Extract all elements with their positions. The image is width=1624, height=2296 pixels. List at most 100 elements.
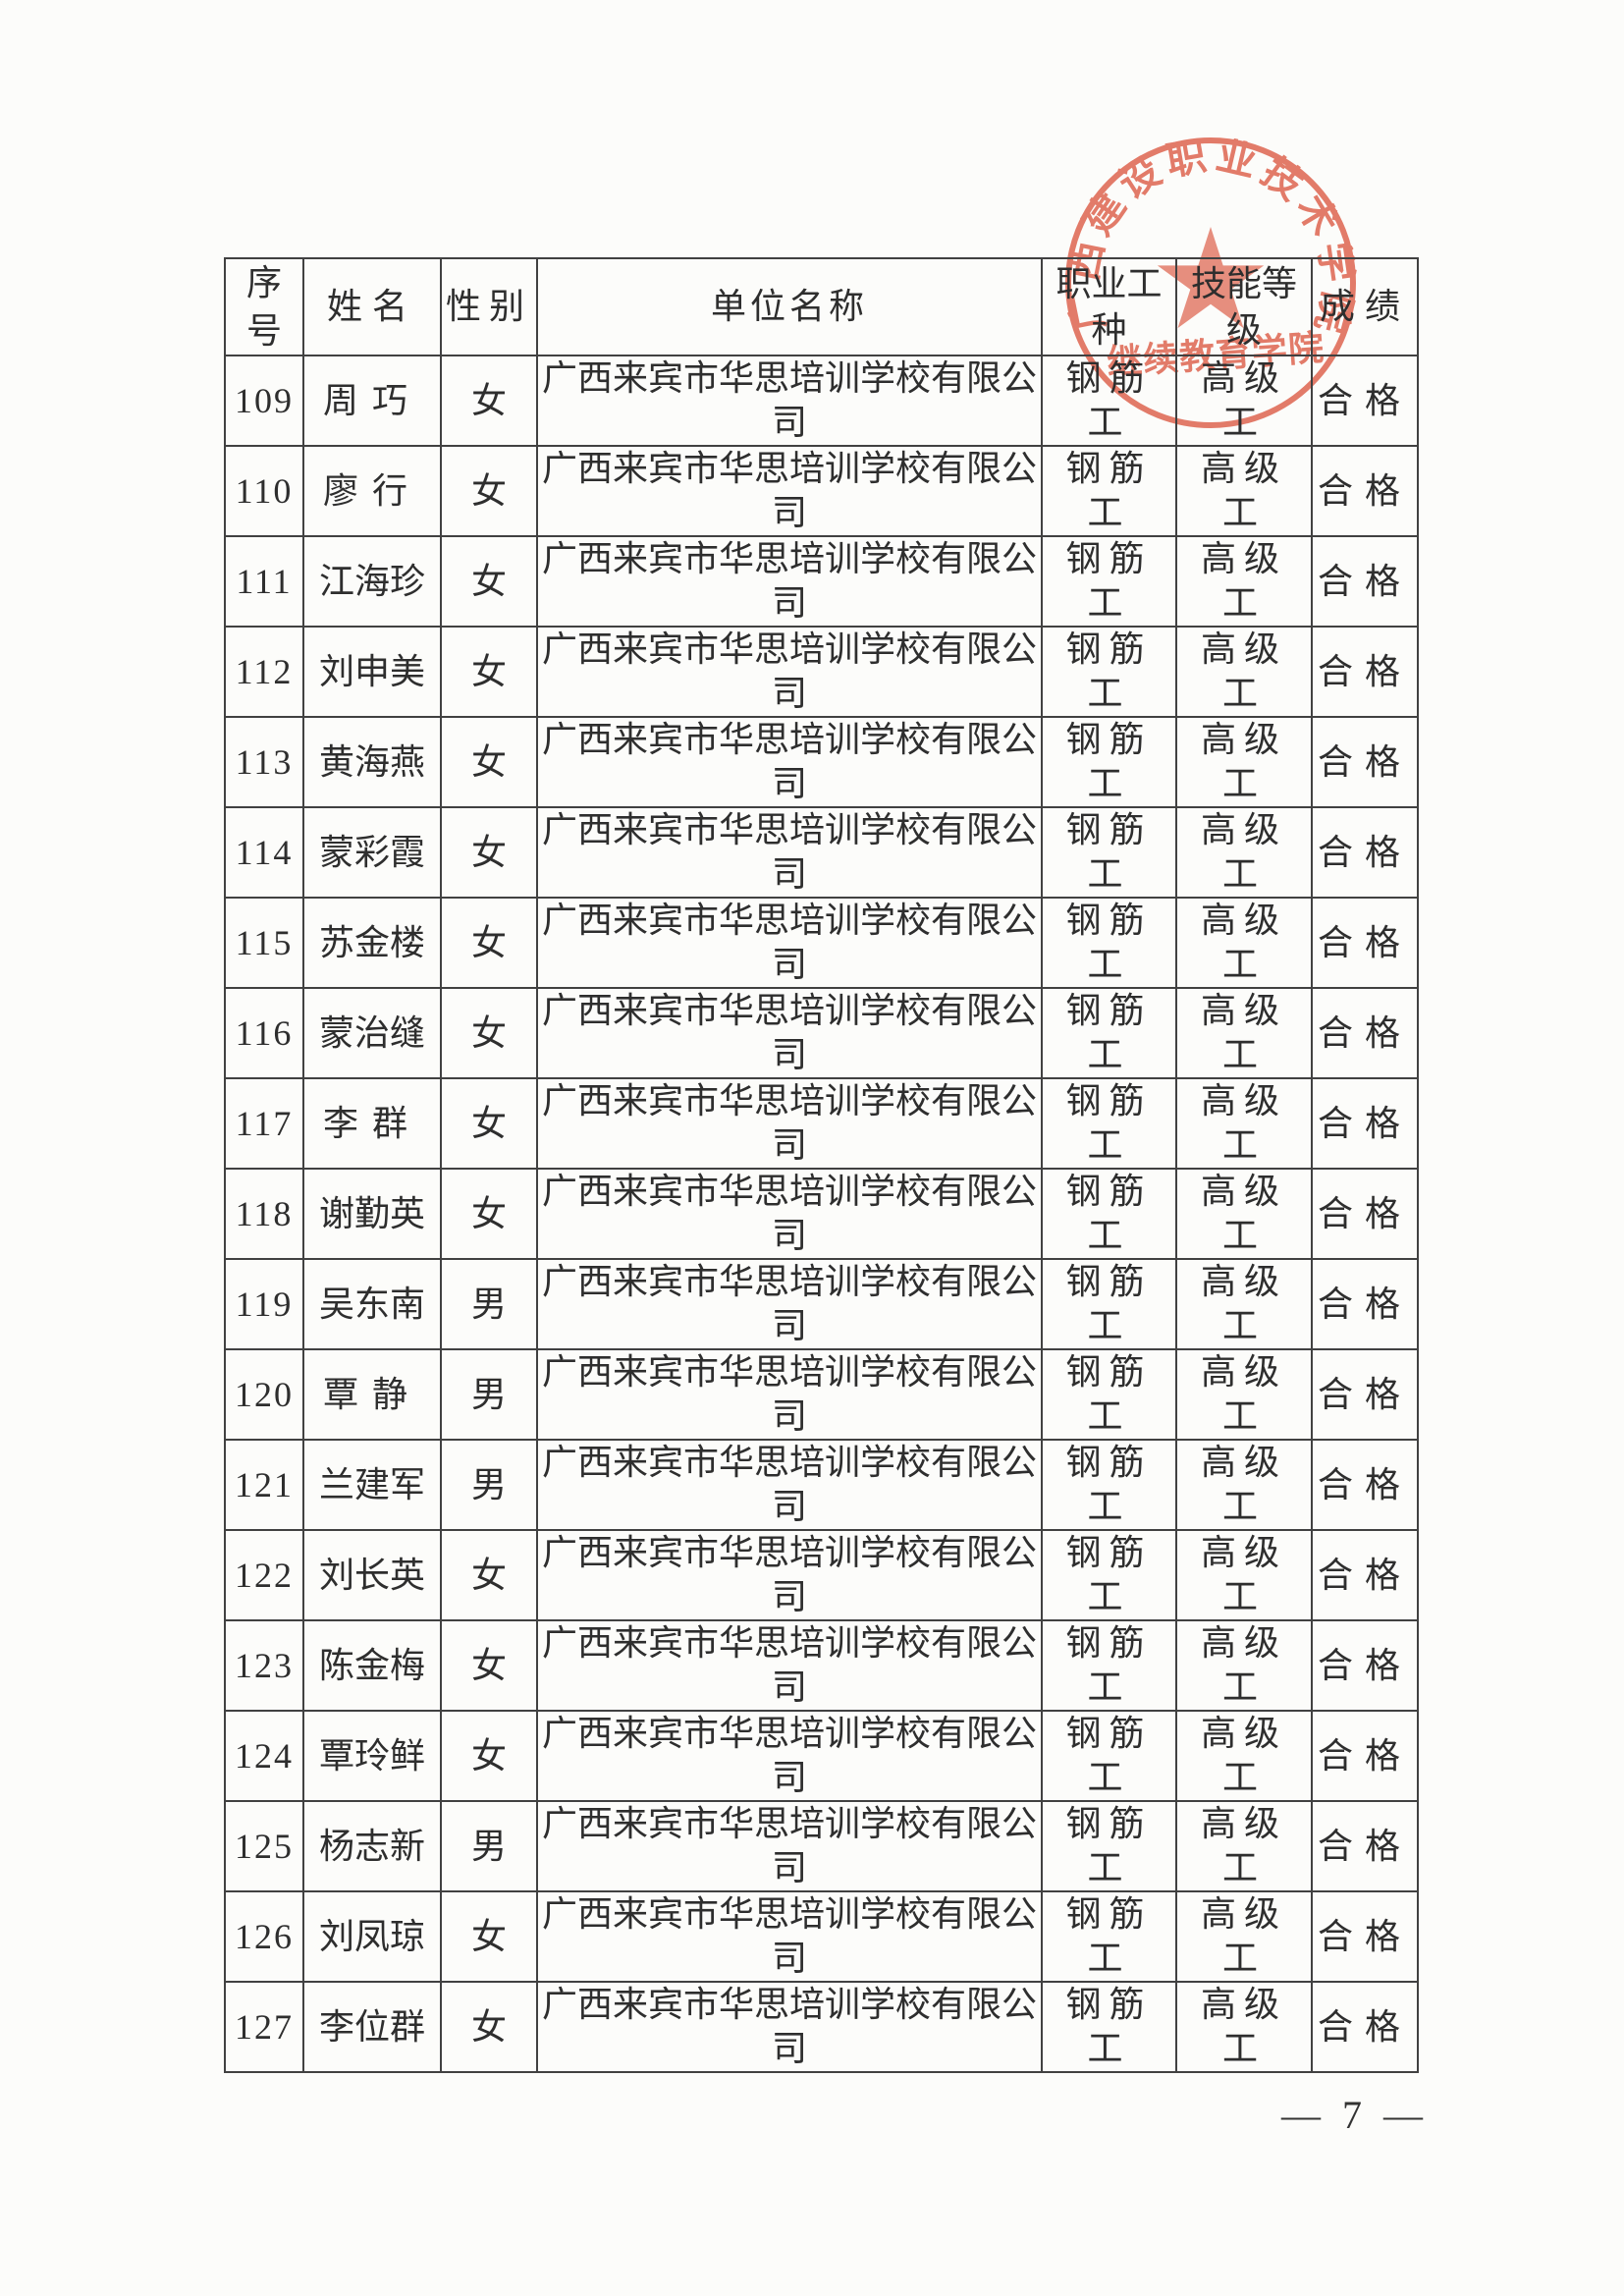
cell-gender: 女	[440, 1529, 538, 1622]
cell-level: 高级工	[1175, 1710, 1313, 1803]
header-level-label: 技能等级	[1190, 263, 1297, 350]
cell-level: 高级工	[1175, 987, 1313, 1080]
cell-no: 117	[224, 1077, 304, 1171]
cell-trade: 钢筋工	[1041, 1439, 1177, 1532]
cell-trade: 钢筋工	[1041, 1168, 1177, 1261]
cell-name: 兰建军	[302, 1439, 442, 1532]
cell-result: 合格	[1311, 1800, 1419, 1893]
table-row: 112 刘申美女广西来宾市华思培训学校有限公司 钢筋工 高级工 合格	[224, 626, 1419, 719]
cell-unit: 广西来宾市华思培训学校有限公司	[536, 535, 1043, 629]
cell-gender: 女	[440, 897, 538, 990]
cell-gender: 女	[440, 1710, 538, 1803]
cell-level: 高级工	[1175, 626, 1313, 719]
cell-unit: 广西来宾市华思培训学校有限公司	[536, 1168, 1043, 1261]
cell-gender: 女	[440, 716, 538, 809]
cell-level: 高级工	[1175, 1439, 1313, 1532]
cell-gender: 男	[440, 1258, 538, 1351]
cell-gender: 男	[440, 1800, 538, 1893]
cell-trade: 钢筋工	[1041, 445, 1177, 538]
header-name: 姓名	[302, 256, 442, 357]
cell-no: 120	[224, 1348, 304, 1442]
cell-unit: 广西来宾市华思培训学校有限公司	[536, 1529, 1043, 1622]
cell-level: 高级工	[1175, 1619, 1313, 1713]
cell-level: 高级工	[1175, 535, 1313, 629]
cell-trade: 钢筋工	[1041, 535, 1177, 629]
cell-level: 高级工	[1175, 897, 1313, 990]
table-row: 123 陈金梅女广西来宾市华思培训学校有限公司 钢筋工 高级工 合格	[224, 1619, 1419, 1713]
cell-gender: 女	[440, 1619, 538, 1713]
cell-unit: 广西来宾市华思培训学校有限公司	[536, 987, 1043, 1080]
cell-name: 覃玲鲜	[302, 1710, 442, 1803]
cell-name: 江海珍	[302, 535, 442, 629]
results-table: 序号 姓名 性别 单位名称 职业工种 技能等级 成绩 109 周巧女广西来宾市华思…	[224, 256, 1419, 2074]
cell-result: 合格	[1311, 1619, 1419, 1713]
cell-level: 高级工	[1175, 1890, 1313, 1984]
header-trade: 职业工种	[1041, 256, 1177, 357]
cell-level: 高级工	[1175, 355, 1313, 448]
cell-name: 谢勤英	[302, 1168, 442, 1261]
table-body: 109 周巧女广西来宾市华思培训学校有限公司 钢筋工 高级工 合格 110 廖行女广西来宾市…	[224, 355, 1419, 2074]
header-no-label: 序号	[245, 263, 282, 351]
cell-result: 合格	[1311, 626, 1419, 719]
cell-result: 合格	[1311, 355, 1419, 448]
cell-unit: 广西来宾市华思培训学校有限公司	[536, 1619, 1043, 1713]
cell-unit: 广西来宾市华思培训学校有限公司	[536, 1258, 1043, 1351]
table-row: 117 李群女广西来宾市华思培训学校有限公司 钢筋工 高级工 合格	[224, 1077, 1419, 1171]
cell-gender: 女	[440, 1077, 538, 1171]
cell-trade: 钢筋工	[1041, 355, 1177, 448]
cell-no: 109	[224, 355, 304, 448]
cell-gender: 女	[440, 626, 538, 719]
cell-gender: 女	[440, 1890, 538, 1984]
cell-name: 廖行	[302, 445, 442, 538]
header-row: 序号 姓名 性别 单位名称 职业工种 技能等级 成绩	[224, 256, 1419, 357]
table-row: 113 黄海燕女广西来宾市华思培训学校有限公司 钢筋工 高级工 合格	[224, 716, 1419, 809]
cell-level: 高级工	[1175, 1168, 1313, 1261]
cell-result: 合格	[1311, 716, 1419, 809]
cell-name: 刘长英	[302, 1529, 442, 1622]
cell-trade: 钢筋工	[1041, 1258, 1177, 1351]
cell-no: 127	[224, 1981, 304, 2074]
cell-level: 高级工	[1175, 806, 1313, 900]
cell-result: 合格	[1311, 1890, 1419, 1984]
cell-result: 合格	[1311, 1168, 1419, 1261]
cell-unit: 广西来宾市华思培训学校有限公司	[536, 806, 1043, 900]
cell-trade: 钢筋工	[1041, 626, 1177, 719]
cell-unit: 广西来宾市华思培训学校有限公司	[536, 1077, 1043, 1171]
cell-no: 110	[224, 445, 304, 538]
cell-level: 高级工	[1175, 1348, 1313, 1442]
table-row: 127 李位群女广西来宾市华思培训学校有限公司 钢筋工 高级工 合格	[224, 1981, 1419, 2074]
cell-no: 119	[224, 1258, 304, 1351]
cell-no: 116	[224, 987, 304, 1080]
cell-name: 李位群	[302, 1981, 442, 2074]
cell-name: 刘凤琼	[302, 1890, 442, 1984]
cell-trade: 钢筋工	[1041, 716, 1177, 809]
cell-gender: 女	[440, 806, 538, 900]
cell-gender: 女	[440, 445, 538, 538]
table-row: 110 廖行女广西来宾市华思培训学校有限公司 钢筋工 高级工 合格	[224, 445, 1419, 538]
cell-trade: 钢筋工	[1041, 806, 1177, 900]
cell-result: 合格	[1311, 1348, 1419, 1442]
cell-name: 陈金梅	[302, 1619, 442, 1713]
table-row: 109 周巧女广西来宾市华思培训学校有限公司 钢筋工 高级工 合格	[224, 355, 1419, 448]
table-row: 126 刘凤琼女广西来宾市华思培训学校有限公司 钢筋工 高级工 合格	[224, 1890, 1419, 1984]
cell-result: 合格	[1311, 806, 1419, 900]
cell-no: 121	[224, 1439, 304, 1532]
cell-unit: 广西来宾市华思培训学校有限公司	[536, 626, 1043, 719]
cell-result: 合格	[1311, 1710, 1419, 1803]
cell-trade: 钢筋工	[1041, 897, 1177, 990]
cell-name: 蒙治缝	[302, 987, 442, 1080]
cell-result: 合格	[1311, 1529, 1419, 1622]
cell-unit: 广西来宾市华思培训学校有限公司	[536, 1348, 1043, 1442]
cell-result: 合格	[1311, 1258, 1419, 1351]
cell-no: 122	[224, 1529, 304, 1622]
header-result: 成绩	[1311, 256, 1419, 357]
cell-gender: 女	[440, 987, 538, 1080]
table-row: 119 吴东南男广西来宾市华思培训学校有限公司 钢筋工 高级工 合格	[224, 1258, 1419, 1351]
table-row: 111 江海珍女广西来宾市华思培训学校有限公司 钢筋工 高级工 合格	[224, 535, 1419, 629]
cell-unit: 广西来宾市华思培训学校有限公司	[536, 355, 1043, 448]
cell-result: 合格	[1311, 1439, 1419, 1532]
cell-gender: 女	[440, 535, 538, 629]
table-row: 115 苏金楼女广西来宾市华思培训学校有限公司 钢筋工 高级工 合格	[224, 897, 1419, 990]
cell-trade: 钢筋工	[1041, 1710, 1177, 1803]
